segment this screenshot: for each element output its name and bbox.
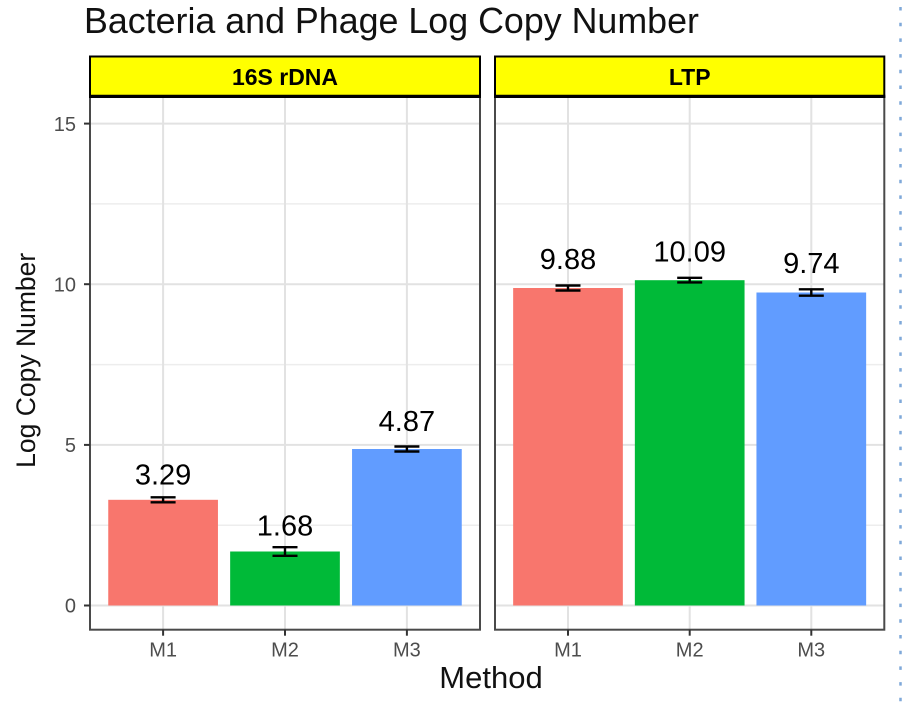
- svg-text:Log Copy Number: Log Copy Number: [11, 253, 41, 468]
- svg-text:15: 15: [54, 114, 76, 136]
- svg-text:M1: M1: [554, 640, 582, 662]
- svg-text:Bacteria and Phage Log Copy Nu: Bacteria and Phage Log Copy Number: [84, 1, 699, 41]
- svg-text:9.74: 9.74: [783, 248, 839, 280]
- svg-text:M3: M3: [393, 640, 421, 662]
- svg-text:16S rDNA: 16S rDNA: [232, 64, 338, 90]
- svg-text:9.88: 9.88: [540, 244, 596, 276]
- svg-text:10.09: 10.09: [653, 237, 726, 269]
- svg-text:3.29: 3.29: [135, 460, 191, 492]
- svg-text:M2: M2: [676, 640, 704, 662]
- svg-text:1.68: 1.68: [257, 510, 313, 542]
- svg-text:Method: Method: [439, 660, 542, 695]
- svg-text:M2: M2: [271, 640, 299, 662]
- svg-text:M3: M3: [797, 640, 825, 662]
- svg-text:10: 10: [54, 274, 76, 296]
- svg-text:4.87: 4.87: [379, 406, 435, 438]
- svg-text:M1: M1: [149, 640, 177, 662]
- svg-text:5: 5: [65, 435, 76, 457]
- svg-text:LTP: LTP: [669, 64, 711, 90]
- svg-text:0: 0: [65, 596, 76, 618]
